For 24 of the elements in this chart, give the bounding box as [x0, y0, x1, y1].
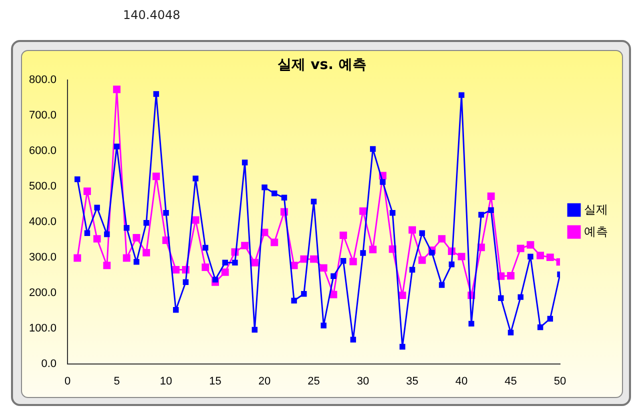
y-tick-label: 100.0 — [28, 322, 57, 334]
y-tick-label: 300.0 — [28, 251, 57, 264]
y-tick-label: 0.0 — [41, 358, 57, 370]
x-tick-label: 40 — [455, 375, 468, 388]
y-tick-label: 700.0 — [28, 109, 57, 122]
x-tick-label: 35 — [406, 375, 418, 388]
x-tick-label: 25 — [308, 375, 320, 388]
x-tick-label: 5 — [114, 375, 120, 388]
x-tick-label: 20 — [258, 375, 271, 388]
y-tick-label: 800.0 — [28, 74, 57, 86]
x-tick-label: 15 — [209, 375, 222, 388]
y-tick-label: 200.0 — [28, 286, 57, 299]
x-tick-label: 0 — [64, 375, 71, 388]
y-tick-label: 400.0 — [28, 216, 57, 228]
x-tick-label: 50 — [554, 375, 566, 388]
x-tick-label: 30 — [356, 375, 370, 388]
y-tick-label: 500.0 — [28, 180, 57, 192]
y-tick-label: 600.0 — [28, 144, 57, 157]
x-tick-label: 10 — [160, 375, 172, 388]
text: 140.4048 — [123, 8, 180, 22]
legend-label: 예측 — [584, 224, 608, 238]
x-tick-label: 45 — [504, 375, 517, 388]
chart-title: 실제 vs. 예측 — [278, 57, 366, 74]
legend-label: 실제 — [584, 202, 608, 216]
